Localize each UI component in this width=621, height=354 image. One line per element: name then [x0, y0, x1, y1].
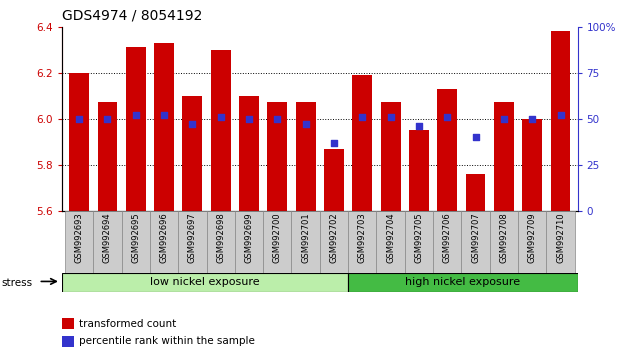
Bar [291, 211, 320, 273]
Bar [437, 89, 457, 211]
Bar [320, 211, 348, 273]
Bar [97, 103, 117, 211]
Text: GSM992694: GSM992694 [103, 212, 112, 263]
Point [357, 114, 367, 120]
Bar [268, 103, 288, 211]
Bar [490, 211, 518, 273]
Bar [348, 273, 578, 292]
Text: GSM992693: GSM992693 [75, 212, 84, 263]
Bar [433, 211, 461, 273]
Text: percentile rank within the sample: percentile rank within the sample [79, 336, 255, 346]
Bar [296, 103, 315, 211]
Bar [551, 31, 571, 211]
Bar [122, 211, 150, 273]
Point [102, 116, 112, 121]
Point [386, 114, 396, 120]
Text: GDS4974 / 8054192: GDS4974 / 8054192 [62, 9, 202, 23]
Text: transformed count: transformed count [79, 319, 176, 329]
Bar [62, 273, 348, 292]
Text: GSM992701: GSM992701 [301, 212, 310, 263]
Point [301, 121, 310, 127]
Point [499, 116, 509, 121]
Text: GSM992696: GSM992696 [160, 212, 168, 263]
Bar [62, 318, 73, 329]
Point [273, 116, 283, 121]
Point [414, 123, 424, 129]
Bar [211, 50, 230, 211]
Text: GSM992704: GSM992704 [386, 212, 395, 263]
Bar [376, 211, 405, 273]
Text: GSM992698: GSM992698 [216, 212, 225, 263]
Point [442, 114, 452, 120]
Bar [65, 211, 93, 273]
Bar [69, 73, 89, 211]
Bar [183, 96, 202, 211]
Bar [409, 130, 429, 211]
Bar [461, 211, 490, 273]
Bar [154, 43, 174, 211]
Text: high nickel exposure: high nickel exposure [406, 277, 520, 287]
Bar [235, 211, 263, 273]
Bar [324, 149, 344, 211]
Point [215, 114, 225, 120]
Bar [207, 211, 235, 273]
Point [556, 112, 566, 118]
Text: GSM992710: GSM992710 [556, 212, 565, 263]
Text: GSM992699: GSM992699 [245, 212, 253, 263]
Bar [348, 211, 376, 273]
Point [74, 116, 84, 121]
Text: GSM992709: GSM992709 [528, 212, 537, 263]
Text: GSM992705: GSM992705 [414, 212, 424, 263]
Point [471, 134, 481, 140]
Bar [178, 211, 207, 273]
Text: GSM992708: GSM992708 [499, 212, 509, 263]
Bar [62, 336, 73, 347]
Bar [381, 103, 401, 211]
Bar [494, 103, 514, 211]
Bar [239, 96, 259, 211]
Point [527, 116, 537, 121]
Text: GSM992702: GSM992702 [330, 212, 338, 263]
Point [244, 116, 254, 121]
Text: low nickel exposure: low nickel exposure [150, 277, 260, 287]
Point [329, 140, 339, 145]
Bar [150, 211, 178, 273]
Bar [263, 211, 291, 273]
Text: GSM992695: GSM992695 [131, 212, 140, 263]
Bar [126, 47, 146, 211]
Bar [93, 211, 122, 273]
Bar [522, 119, 542, 211]
Text: GSM992706: GSM992706 [443, 212, 451, 263]
Text: GSM992700: GSM992700 [273, 212, 282, 263]
Point [188, 121, 197, 127]
Text: GSM992697: GSM992697 [188, 212, 197, 263]
Text: GSM992707: GSM992707 [471, 212, 480, 263]
Point [159, 112, 169, 118]
Bar [466, 174, 486, 211]
Bar [352, 75, 372, 211]
Bar [546, 211, 574, 273]
Text: GSM992703: GSM992703 [358, 212, 367, 263]
Point [131, 112, 141, 118]
Text: stress: stress [1, 278, 32, 288]
Bar [518, 211, 546, 273]
Bar [405, 211, 433, 273]
